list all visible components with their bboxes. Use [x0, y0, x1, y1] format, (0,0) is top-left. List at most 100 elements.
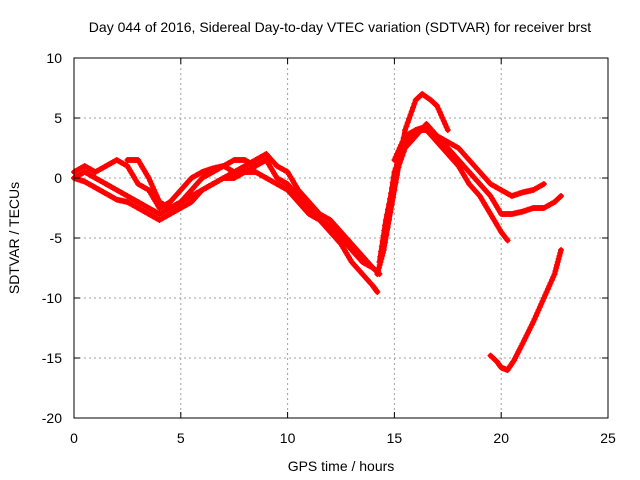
data-point [383, 221, 390, 228]
data-point [391, 157, 398, 163]
data-series-group [71, 91, 565, 373]
data-point [440, 118, 447, 124]
data-point [152, 190, 159, 196]
data-point [155, 196, 162, 202]
data-point [381, 232, 388, 238]
data-point [436, 109, 443, 115]
y-tick-label: -20 [42, 410, 62, 426]
data-point [261, 151, 268, 158]
data-point [388, 184, 395, 191]
x-tick-label: 5 [177, 430, 185, 446]
series-lower-arc [487, 247, 565, 373]
data-point [394, 151, 401, 157]
data-point [384, 211, 391, 217]
data-point [391, 169, 398, 175]
data-point [410, 104, 417, 111]
x-axis-label: GPS time / hours [288, 458, 395, 474]
y-tick-label: 5 [54, 110, 62, 126]
data-point [544, 286, 551, 292]
data-point [402, 127, 409, 133]
data-point [384, 216, 391, 223]
data-point [553, 265, 560, 271]
data-point [411, 100, 418, 107]
data-point [519, 340, 526, 347]
y-tick-label: 10 [46, 50, 62, 66]
series-arc-2 [71, 157, 381, 295]
data-point [527, 324, 534, 331]
data-point [396, 145, 403, 151]
data-point [555, 256, 562, 262]
x-tick-label: 20 [493, 430, 509, 446]
data-point [539, 181, 546, 188]
data-point [534, 310, 541, 316]
data-point [374, 271, 381, 277]
data-point [550, 274, 557, 280]
y-axis-label: SDTVAR / TECUs [6, 182, 22, 294]
data-point [528, 321, 535, 328]
data-point [374, 289, 381, 295]
data-point [375, 265, 382, 271]
data-point [554, 259, 561, 265]
y-tick-label: -10 [42, 290, 62, 306]
data-point [151, 187, 158, 193]
data-point [547, 280, 554, 286]
data-point [375, 268, 382, 274]
data-point [408, 108, 415, 115]
data-point [392, 165, 399, 172]
data-point [522, 335, 529, 342]
data-point [385, 205, 392, 212]
data-point [552, 268, 559, 274]
data-point [557, 193, 564, 200]
data-point [557, 250, 564, 256]
data-point [399, 139, 406, 145]
data-point [438, 112, 445, 118]
data-point [380, 242, 387, 249]
data-point [558, 193, 565, 199]
data-point [112, 195, 119, 202]
data-point [510, 358, 517, 365]
series-rise-mid-c [391, 127, 511, 244]
data-point [386, 200, 393, 207]
y-tick-label: 0 [54, 170, 62, 186]
data-point [504, 237, 511, 244]
data-point [503, 236, 510, 243]
data-point [380, 237, 387, 244]
axis-ticks: 0 5 10 15 20 25 -20 -15 -10 -5 0 5 10 [42, 50, 616, 446]
data-point [123, 162, 130, 169]
data-point [379, 247, 386, 254]
data-point [144, 186, 151, 193]
data-point [539, 298, 546, 304]
data-point [443, 124, 450, 130]
y-tick-label: -5 [50, 230, 63, 246]
data-point [439, 115, 446, 121]
series-trace [374, 91, 451, 277]
series-arc-4 [124, 157, 259, 211]
x-tick-label: 10 [280, 430, 296, 446]
data-point [407, 112, 414, 118]
data-point [536, 304, 543, 310]
data-point [251, 163, 258, 170]
data-point [392, 154, 399, 160]
data-point [535, 307, 542, 313]
data-point [548, 277, 555, 283]
data-point [540, 295, 547, 301]
data-point [404, 119, 411, 126]
data-point [370, 265, 377, 271]
data-point [546, 283, 553, 289]
series-arc-1 [71, 151, 383, 277]
data-point [394, 161, 401, 168]
data-point [283, 168, 290, 175]
data-point [148, 181, 155, 187]
data-point [147, 178, 154, 184]
data-point [523, 332, 530, 339]
data-point [554, 262, 561, 268]
data-point [530, 319, 537, 325]
data-point [382, 226, 389, 233]
data-point [435, 106, 442, 112]
data-point [395, 148, 402, 154]
x-tick-label: 25 [600, 430, 616, 446]
data-point [520, 337, 527, 344]
data-point [389, 179, 396, 186]
chart-title: Day 044 of 2016, Sidereal Day-to-day VTE… [89, 19, 591, 35]
